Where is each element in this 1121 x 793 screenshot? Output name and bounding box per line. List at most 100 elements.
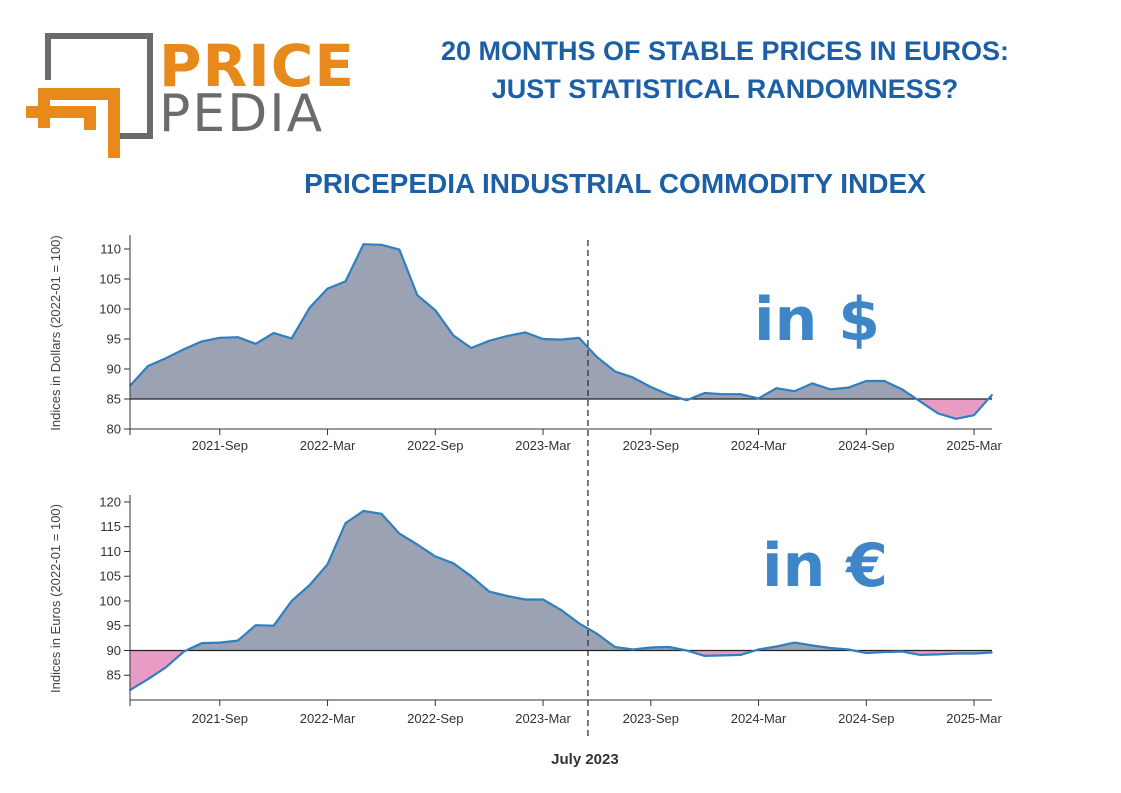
data-point [147, 678, 149, 681]
chart-subtitle: PRICEPEDIA INDUSTRIAL COMMODITY INDEX [304, 168, 926, 199]
x-tick-label: 2023-Sep [623, 438, 679, 453]
data-point [596, 632, 598, 635]
data-point [524, 598, 526, 601]
data-point [201, 642, 203, 644]
data-point [757, 648, 760, 651]
data-point [991, 651, 993, 654]
data-point [901, 388, 904, 391]
y-tick-label: 90 [107, 362, 121, 377]
data-point [452, 562, 455, 565]
data-point [973, 414, 975, 417]
x-tick-label: 2025-Mar [946, 711, 1002, 726]
data-point [883, 380, 886, 382]
data-point [632, 648, 634, 651]
data-point [183, 650, 185, 653]
data-point [344, 522, 347, 525]
data-point [470, 347, 473, 349]
data-point [847, 386, 850, 389]
data-point [649, 386, 652, 388]
data-point [578, 622, 580, 625]
data-point [506, 335, 508, 337]
x-tick-label: 2024-Mar [731, 711, 787, 726]
x-tick-label: 2024-Mar [731, 438, 787, 453]
data-point [165, 357, 167, 360]
y-tick-label: 100 [99, 302, 121, 317]
data-point [236, 336, 239, 339]
data-point [362, 243, 365, 245]
x-tick-label: 2021-Sep [192, 438, 248, 453]
data-point [811, 644, 814, 647]
data-point [667, 646, 670, 648]
data-point [452, 334, 455, 337]
chart-dollars: 80 85 90 95 100 105 110 2021-Sep 2022-Mar 2022-Se… [48, 235, 1003, 453]
logo-price-text: PRICE [159, 32, 355, 100]
data-point [955, 652, 957, 655]
data-point [721, 654, 724, 657]
data-point [344, 280, 347, 283]
data-point [326, 287, 329, 290]
data-point [901, 650, 904, 653]
currency-annotation: in $ [754, 285, 880, 355]
y-tick-label: 100 [99, 593, 121, 608]
data-point [973, 652, 975, 655]
data-point [380, 244, 383, 246]
data-point [488, 340, 490, 342]
x-tick-label: 2023-Mar [515, 438, 571, 453]
data-point [775, 645, 778, 648]
logo-mark-icon [26, 33, 153, 158]
x-tick-label: 2024-Sep [838, 438, 894, 453]
data-point [919, 654, 921, 656]
data-point [218, 337, 221, 339]
data-point [991, 394, 993, 396]
data-point [847, 648, 850, 651]
y-tick-label: 105 [99, 272, 121, 287]
x-tick-label: 2025-Mar [946, 438, 1002, 453]
data-point [488, 590, 490, 593]
data-point [308, 584, 311, 586]
data-point [254, 624, 257, 627]
y-tick-label: 110 [100, 544, 121, 559]
data-point [398, 248, 401, 251]
data-point [398, 532, 401, 535]
data-point [667, 394, 670, 396]
data-point [506, 595, 508, 597]
data-point [542, 338, 544, 340]
data-point [811, 382, 814, 385]
data-point [721, 393, 724, 396]
data-point [362, 510, 365, 512]
logo-pedia-text: PEDIA [159, 84, 325, 144]
data-point [578, 337, 580, 339]
y-tick-label: 95 [107, 332, 121, 347]
x-tick-label: 2023-Sep [623, 711, 679, 726]
data-point [937, 412, 939, 415]
data-point [937, 653, 939, 656]
currency-annotation: in € [762, 531, 888, 601]
data-point [829, 647, 832, 649]
data-point [703, 392, 706, 394]
data-point [614, 370, 616, 373]
data-point [955, 418, 957, 420]
data-point [416, 294, 419, 297]
data-point [201, 340, 203, 343]
data-point [165, 666, 167, 669]
data-point [739, 654, 742, 656]
july-2023-marker-label: July 2023 [551, 751, 619, 768]
data-point [775, 387, 778, 390]
data-point [272, 332, 275, 334]
data-point [793, 641, 796, 644]
y-tick-label: 105 [99, 569, 121, 584]
data-point [290, 337, 293, 340]
data-point [147, 365, 149, 367]
data-point [596, 356, 598, 358]
headline-line-2: JUST STATISTICAL RANDOMNESS? [491, 74, 959, 104]
data-point [434, 309, 437, 312]
x-tick-label: 2021-Sep [192, 711, 248, 726]
y-axis-label: Indices in Dollars (2022-01 = 100) [48, 235, 63, 430]
data-point [380, 513, 383, 515]
data-point [685, 649, 688, 652]
data-point [829, 388, 832, 391]
area-above-baseline [186, 510, 854, 651]
y-tick-label: 110 [100, 242, 121, 257]
y-tick-label: 85 [107, 392, 121, 407]
